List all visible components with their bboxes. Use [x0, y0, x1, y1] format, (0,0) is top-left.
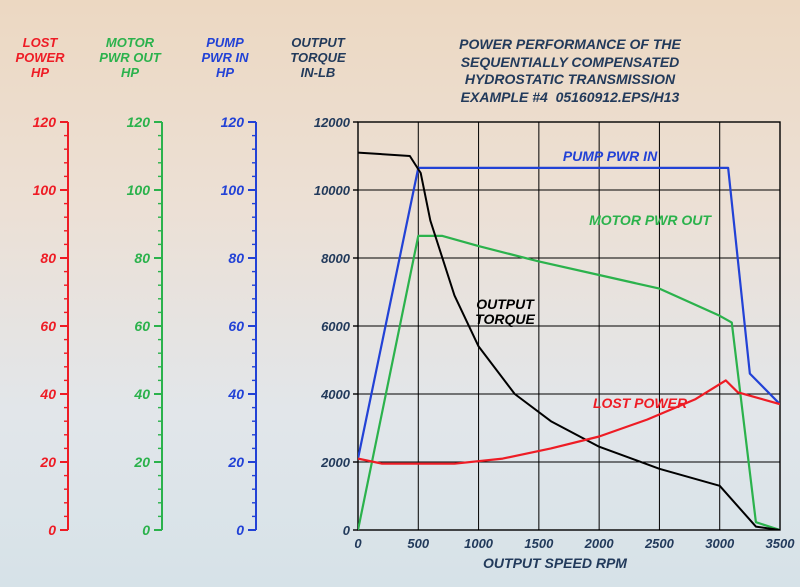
series-label-lost_power: LOST POWER — [560, 396, 720, 411]
x-tick-label: 1000 — [464, 536, 494, 551]
plot-grid: 0 500 1000 1500 2000 2500 3000 3500 0 2000 4000 600… — [314, 115, 795, 551]
y-tick-label-torque: 0 — [343, 523, 351, 538]
tick-label-lost_power: 120 — [33, 114, 57, 130]
tick-label-motor_pwr_out: 80 — [134, 250, 150, 266]
series-lost_power — [358, 380, 780, 463]
tick-label-lost_power: 80 — [40, 250, 56, 266]
x-tick-label: 3000 — [705, 536, 735, 551]
x-tick-label: 2000 — [584, 536, 615, 551]
tick-label-pump_pwr_in: 40 — [227, 386, 244, 402]
x-tick-label: 0 — [354, 536, 362, 551]
x-tick-label: 2500 — [644, 536, 675, 551]
y-tick-label-torque: 6000 — [321, 319, 351, 334]
tick-label-pump_pwr_in: 20 — [227, 454, 244, 470]
tick-label-pump_pwr_in: 60 — [228, 318, 244, 334]
tick-label-motor_pwr_out: 120 — [127, 114, 151, 130]
axis-motor_pwr_out: 0 20 40 60 80 100 120 — [127, 114, 162, 538]
axis-title-lost_power: LOST POWER HP — [10, 36, 70, 81]
x-axis-label: OUTPUT SPEED RPM — [425, 555, 685, 571]
tick-label-motor_pwr_out: 40 — [133, 386, 150, 402]
chart-title: POWER PERFORMANCE OF THE SEQUENTIALLY CO… — [410, 36, 730, 106]
tick-label-lost_power: 100 — [33, 182, 57, 198]
tick-label-pump_pwr_in: 80 — [228, 250, 244, 266]
x-tick-label: 500 — [407, 536, 429, 551]
y-tick-label-torque: 12000 — [314, 115, 351, 130]
x-tick-label: 1500 — [524, 536, 554, 551]
tick-label-lost_power: 60 — [40, 318, 56, 334]
axis-pump_pwr_in: 0 20 40 60 80 100 120 — [221, 114, 256, 538]
axis-title-torque: OUTPUT TORQUE IN-LB — [278, 36, 358, 81]
series-label-pump_pwr_in: PUMP PWR IN — [530, 149, 690, 164]
axis-title-pump_pwr_in: PUMP PWR IN HP — [190, 36, 260, 81]
y-tick-label-torque: 8000 — [321, 251, 351, 266]
y-tick-label-torque: 10000 — [314, 183, 351, 198]
series-label-motor_pwr_out: MOTOR PWR OUT — [570, 213, 730, 228]
tick-label-lost_power: 40 — [39, 386, 56, 402]
y-tick-label-torque: 4000 — [320, 387, 351, 402]
tick-label-lost_power: 0 — [48, 522, 56, 538]
axis-title-motor_pwr_out: MOTOR PWR OUT HP — [90, 36, 170, 81]
tick-label-lost_power: 20 — [39, 454, 56, 470]
y-tick-label-torque: 2000 — [320, 455, 351, 470]
series-label-output_torque: OUTPUT TORQUE — [425, 297, 585, 328]
tick-label-motor_pwr_out: 0 — [142, 522, 150, 538]
tick-label-pump_pwr_in: 100 — [221, 182, 245, 198]
tick-label-pump_pwr_in: 0 — [236, 522, 244, 538]
series-output_torque — [358, 153, 780, 530]
tick-label-motor_pwr_out: 100 — [127, 182, 151, 198]
axis-lost_power: 0 20 40 60 80 100 120 — [33, 114, 68, 538]
tick-label-motor_pwr_out: 60 — [134, 318, 150, 334]
tick-label-pump_pwr_in: 120 — [221, 114, 245, 130]
x-tick-label: 3500 — [766, 536, 796, 551]
tick-label-motor_pwr_out: 20 — [133, 454, 150, 470]
